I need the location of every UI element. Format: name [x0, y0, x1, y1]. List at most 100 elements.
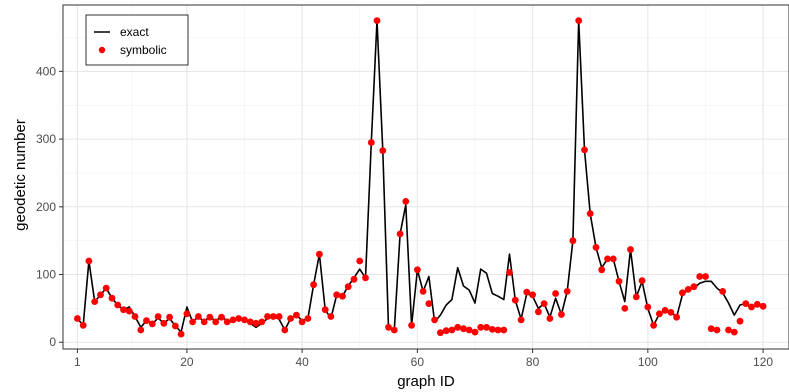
- point-symbolic: [229, 316, 237, 324]
- point-symbolic: [316, 250, 323, 258]
- point-symbolic: [183, 310, 191, 318]
- point-symbolic: [425, 300, 433, 307]
- point-symbolic: [604, 255, 611, 263]
- point-symbolic: [511, 296, 519, 304]
- point-symbolic: [414, 266, 421, 274]
- point-symbolic: [656, 310, 663, 318]
- point-symbolic: [627, 246, 634, 253]
- point-symbolic: [396, 230, 404, 238]
- y-tick-label: 100: [36, 268, 56, 282]
- point-symbolic: [419, 288, 427, 295]
- point-symbolic: [540, 300, 548, 307]
- point-symbolic: [563, 288, 571, 295]
- point-symbolic: [362, 274, 369, 282]
- point-symbolic: [667, 309, 675, 316]
- point-symbolic: [552, 290, 559, 297]
- point-symbolic: [437, 329, 444, 337]
- point-symbolic: [730, 328, 738, 336]
- point-symbolic: [454, 323, 462, 331]
- point-symbolic: [120, 306, 127, 314]
- point-symbolic: [298, 318, 306, 326]
- point-symbolic: [172, 322, 179, 330]
- legend-label-exact: exact: [120, 25, 149, 39]
- point-symbolic: [546, 315, 554, 322]
- point-symbolic: [102, 284, 110, 292]
- legend-label-symbolic: symbolic: [120, 43, 167, 57]
- point-symbolic: [483, 323, 490, 331]
- point-symbolic: [195, 313, 202, 320]
- point-symbolic: [719, 288, 727, 295]
- point-symbolic: [402, 198, 410, 205]
- point-symbolic: [287, 315, 294, 322]
- point-symbolic: [258, 318, 266, 326]
- point-symbolic: [702, 273, 709, 280]
- point-symbolic: [713, 326, 721, 334]
- x-axis-ticks: 1 20 40 60 80 100 120: [74, 349, 773, 369]
- x-tick-label: 40: [295, 355, 309, 369]
- point-symbolic: [281, 326, 289, 334]
- point-symbolic: [177, 330, 185, 338]
- point-symbolic: [148, 320, 156, 328]
- point-symbolic: [275, 313, 283, 320]
- point-symbolic: [97, 291, 104, 299]
- point-symbolic: [517, 316, 525, 324]
- point-symbolic: [350, 275, 358, 283]
- point-symbolic: [125, 307, 133, 315]
- x-tick-label: 100: [638, 355, 658, 369]
- point-symbolic: [327, 313, 335, 320]
- point-symbolic: [673, 313, 680, 321]
- legend: exact symbolic: [85, 14, 189, 66]
- point-symbolic: [523, 288, 531, 296]
- point-symbolic: [500, 326, 508, 334]
- point-symbolic: [650, 321, 657, 329]
- x-tick-label: 1: [74, 355, 81, 369]
- point-symbolic: [471, 328, 479, 336]
- point-symbolic: [114, 301, 122, 309]
- point-symbolic: [598, 266, 606, 274]
- major-grid: [63, 5, 789, 349]
- point-symbolic: [241, 316, 248, 324]
- point-symbolic: [339, 292, 346, 300]
- point-symbolic: [661, 307, 669, 314]
- point-symbolic: [408, 321, 415, 329]
- point-symbolic: [442, 327, 450, 335]
- point-symbolic: [166, 313, 174, 321]
- plot-panel-border: [62, 4, 789, 350]
- point-symbolic: [264, 313, 271, 320]
- point-symbolic: [293, 311, 300, 319]
- point-symbolic: [535, 308, 542, 316]
- point-symbolic: [690, 283, 698, 291]
- point-symbolic: [321, 306, 329, 314]
- point-symbolic: [575, 17, 583, 24]
- point-symbolic: [679, 289, 686, 297]
- point-symbolic: [558, 311, 565, 318]
- point-symbolic: [85, 257, 93, 265]
- point-symbolic: [131, 313, 139, 320]
- point-symbolic: [218, 313, 225, 321]
- point-symbolic: [379, 147, 387, 155]
- point-symbolic: [569, 237, 577, 245]
- point-symbolic: [200, 318, 208, 326]
- line-exact: [76, 19, 764, 333]
- point-symbolic: [638, 277, 646, 284]
- point-symbolic: [154, 313, 162, 320]
- point-symbolic: [736, 317, 744, 325]
- x-axis-title: graph ID: [397, 373, 455, 390]
- point-symbolic: [753, 300, 761, 308]
- y-tick-label: 0: [49, 335, 56, 349]
- point-symbolic: [494, 326, 502, 334]
- point-symbolic: [725, 326, 732, 334]
- y-tick-label: 400: [36, 64, 56, 78]
- x-tick-label: 60: [411, 355, 425, 369]
- point-symbolic: [742, 300, 750, 307]
- point-symbolic: [91, 298, 99, 305]
- point-symbolic: [385, 323, 392, 331]
- x-tick-label: 80: [526, 355, 540, 369]
- point-symbolic: [506, 269, 513, 276]
- point-symbolic: [356, 257, 364, 265]
- x-tick-label: 120: [753, 355, 773, 369]
- point-symbolic: [586, 210, 594, 218]
- series-points: [74, 17, 767, 338]
- point-symbolic: [581, 146, 588, 154]
